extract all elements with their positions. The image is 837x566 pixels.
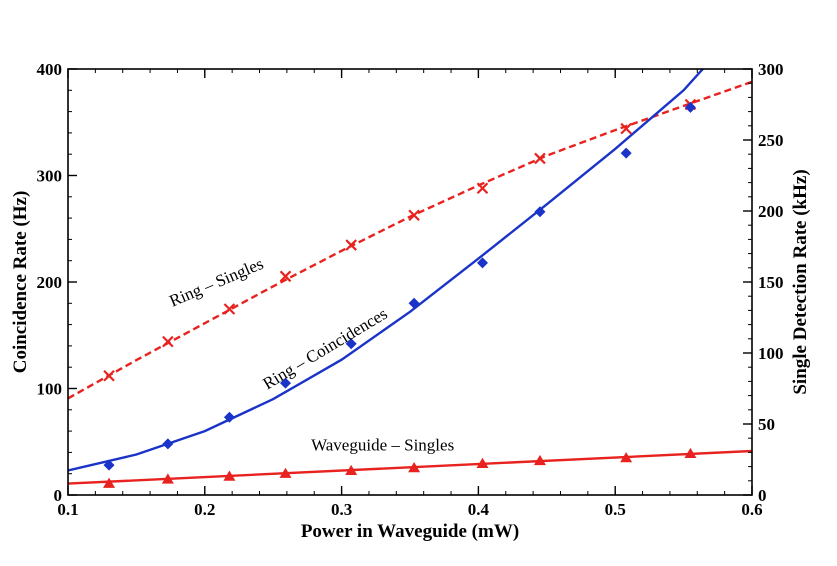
series-3-fit-line (68, 449, 752, 485)
data-point-diamond (408, 297, 420, 309)
data-point-diamond (162, 438, 174, 450)
y-axis-right-title: Single Detection Rate (kHz) (790, 169, 811, 394)
data-point-x-marker (408, 209, 420, 222)
data-point-diamond (223, 411, 235, 423)
x-tick-label: 0.3 (331, 500, 352, 519)
data-point-x-marker (534, 152, 546, 165)
plot-layer (68, 69, 752, 488)
data-point-triangle (279, 467, 292, 478)
y-left-tick-label: 200 (37, 273, 63, 292)
data-point-triangle (684, 447, 697, 459)
data-point-x-marker (345, 239, 357, 251)
plot-border (67, 68, 753, 496)
annotation-label: Waveguide – Singles (311, 435, 454, 454)
data-point-triangle (476, 457, 489, 468)
data-point-triangle (223, 470, 236, 481)
data-point-triangle (408, 462, 421, 473)
series-1-fit-line (68, 80, 752, 400)
data-point-x-marker (279, 270, 292, 283)
series-2-fit-line (68, 69, 704, 472)
data-point-triangle (345, 464, 358, 476)
x-tick-label: 0.2 (194, 500, 215, 519)
y-right-tick-label: 300 (758, 60, 784, 79)
y-left-tick-label: 400 (37, 60, 63, 79)
y-right-tick-label: 150 (758, 273, 784, 292)
x-axis-title: Power in Waveguide (mW) (301, 521, 519, 542)
x-tick-label: 0.4 (468, 500, 490, 519)
y-left-tick-label: 100 (37, 380, 63, 399)
data-point-diamond (684, 101, 696, 113)
y-axis-left-title: Coincidence Rate (Hz) (10, 191, 31, 374)
y-right-tick-label: 250 (758, 131, 784, 150)
y-right-tick-label: 0 (758, 486, 767, 505)
data-point-diamond (477, 257, 489, 269)
x-tick-label: 0.6 (741, 500, 762, 519)
y-left-tick-label: 300 (37, 167, 63, 186)
data-point-diamond (103, 459, 115, 471)
y-right-tick-label: 50 (758, 415, 775, 434)
data-point-triangle (161, 473, 174, 484)
series-1 (68, 80, 752, 400)
data-point-x-marker (103, 369, 115, 382)
data-point-diamond (620, 147, 632, 159)
y-right-tick-label: 100 (758, 344, 784, 363)
data-point-diamond (280, 377, 292, 389)
axis-ticks (67, 68, 753, 496)
series-3 (68, 447, 752, 488)
data-point-triangle (103, 477, 116, 488)
data-point-x-marker (223, 303, 236, 315)
y-right-tick-label: 200 (758, 202, 784, 221)
data-point-diamond (345, 338, 357, 350)
plot-frame (67, 68, 753, 496)
data-point-x-marker (162, 335, 174, 348)
data-point-x-marker (620, 122, 632, 135)
x-tick-label: 0.1 (57, 500, 78, 519)
x-tick-label: 0.5 (605, 500, 626, 519)
annotation-label: Ring – Singles (167, 254, 267, 311)
data-point-diamond (534, 206, 546, 218)
data-point-triangle (620, 452, 633, 463)
tick-labels: 0.1 0.2 0.3 0.4 0.5 0.60100200300400050100150… (37, 60, 784, 519)
y-left-tick-label: 0 (54, 486, 63, 505)
series-2 (68, 69, 704, 472)
data-point-x-marker (476, 182, 489, 195)
annotation-label: Ring – Coincidences (259, 304, 390, 393)
data-point-triangle (533, 454, 546, 466)
